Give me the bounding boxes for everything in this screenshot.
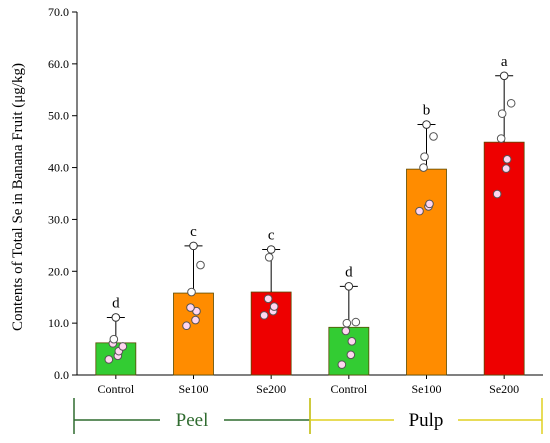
data-point xyxy=(118,342,128,351)
y-tick-label: 20.0 xyxy=(48,264,69,278)
group-label: Pulp xyxy=(409,410,444,431)
points-layer xyxy=(104,71,516,369)
data-point xyxy=(425,199,434,209)
y-axis-title: Contents of Total Se in Banana Fruit (μg… xyxy=(10,63,26,331)
x-tick-label: Se100 xyxy=(179,382,209,396)
data-point xyxy=(506,98,516,108)
significance-label: d xyxy=(112,295,120,311)
data-point xyxy=(264,252,274,262)
data-point xyxy=(497,109,507,118)
bar xyxy=(406,168,447,376)
data-point xyxy=(420,152,429,161)
y-tick-label: 70.0 xyxy=(48,5,69,19)
y-tick-label: 50.0 xyxy=(48,109,69,123)
significance-label: b xyxy=(423,103,431,119)
significance-label: a xyxy=(501,54,508,70)
data-point xyxy=(259,311,269,320)
data-point xyxy=(415,206,424,216)
data-point xyxy=(347,336,357,346)
data-point xyxy=(337,360,347,369)
data-point xyxy=(196,260,205,270)
data-point xyxy=(111,313,121,322)
data-point xyxy=(502,154,512,164)
data-point xyxy=(263,294,273,304)
y-tick-label: 60.0 xyxy=(48,57,69,71)
bar xyxy=(250,291,292,376)
data-point xyxy=(492,189,502,199)
significance-label: d xyxy=(345,264,353,280)
data-point xyxy=(269,302,279,311)
x-tick-label: Se200 xyxy=(489,382,519,396)
group-brackets-layer: Peel Pulp xyxy=(73,398,543,434)
x-tick-label: Se100 xyxy=(412,382,442,396)
data-point xyxy=(419,163,428,172)
group-label: Peel xyxy=(176,410,209,431)
x-tick-label: Se200 xyxy=(256,382,286,396)
error-bars-layer xyxy=(106,75,514,343)
x-tick-label: Control xyxy=(330,382,367,396)
axis-layer: 0.0 10.0 20.0 30.0 40.0 50.0 60.0 70.0 xyxy=(48,5,543,382)
significance-label: c xyxy=(268,228,275,244)
bars-layer xyxy=(95,141,525,376)
labels-layer: d Control c Se100 c Se200 d Control b Se100 a Se200 xyxy=(97,54,519,396)
data-point xyxy=(189,241,198,251)
data-point xyxy=(496,134,506,143)
data-point xyxy=(342,318,352,328)
data-point xyxy=(266,245,276,254)
significance-label: c xyxy=(190,224,197,240)
bar xyxy=(483,141,525,376)
data-point xyxy=(109,334,119,344)
data-point xyxy=(186,303,195,312)
data-point xyxy=(187,287,196,297)
data-point xyxy=(341,326,351,336)
y-tick-label: 30.0 xyxy=(48,212,69,226)
data-point xyxy=(191,315,200,325)
data-point xyxy=(182,321,191,331)
data-point xyxy=(351,317,361,327)
y-tick-label: 10.0 xyxy=(48,316,69,330)
y-tick-label: 0.0 xyxy=(54,368,69,382)
data-point xyxy=(346,350,356,360)
data-point xyxy=(104,355,114,364)
data-point xyxy=(501,164,511,173)
x-tick-label: Control xyxy=(97,382,134,396)
data-point xyxy=(422,120,431,129)
y-tick-label: 40.0 xyxy=(48,161,69,175)
data-point xyxy=(499,71,509,81)
data-point xyxy=(344,282,354,291)
data-point xyxy=(429,132,438,141)
